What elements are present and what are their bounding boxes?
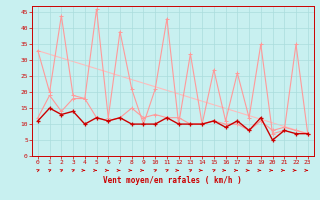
X-axis label: Vent moyen/en rafales ( km/h ): Vent moyen/en rafales ( km/h ) — [103, 176, 242, 185]
